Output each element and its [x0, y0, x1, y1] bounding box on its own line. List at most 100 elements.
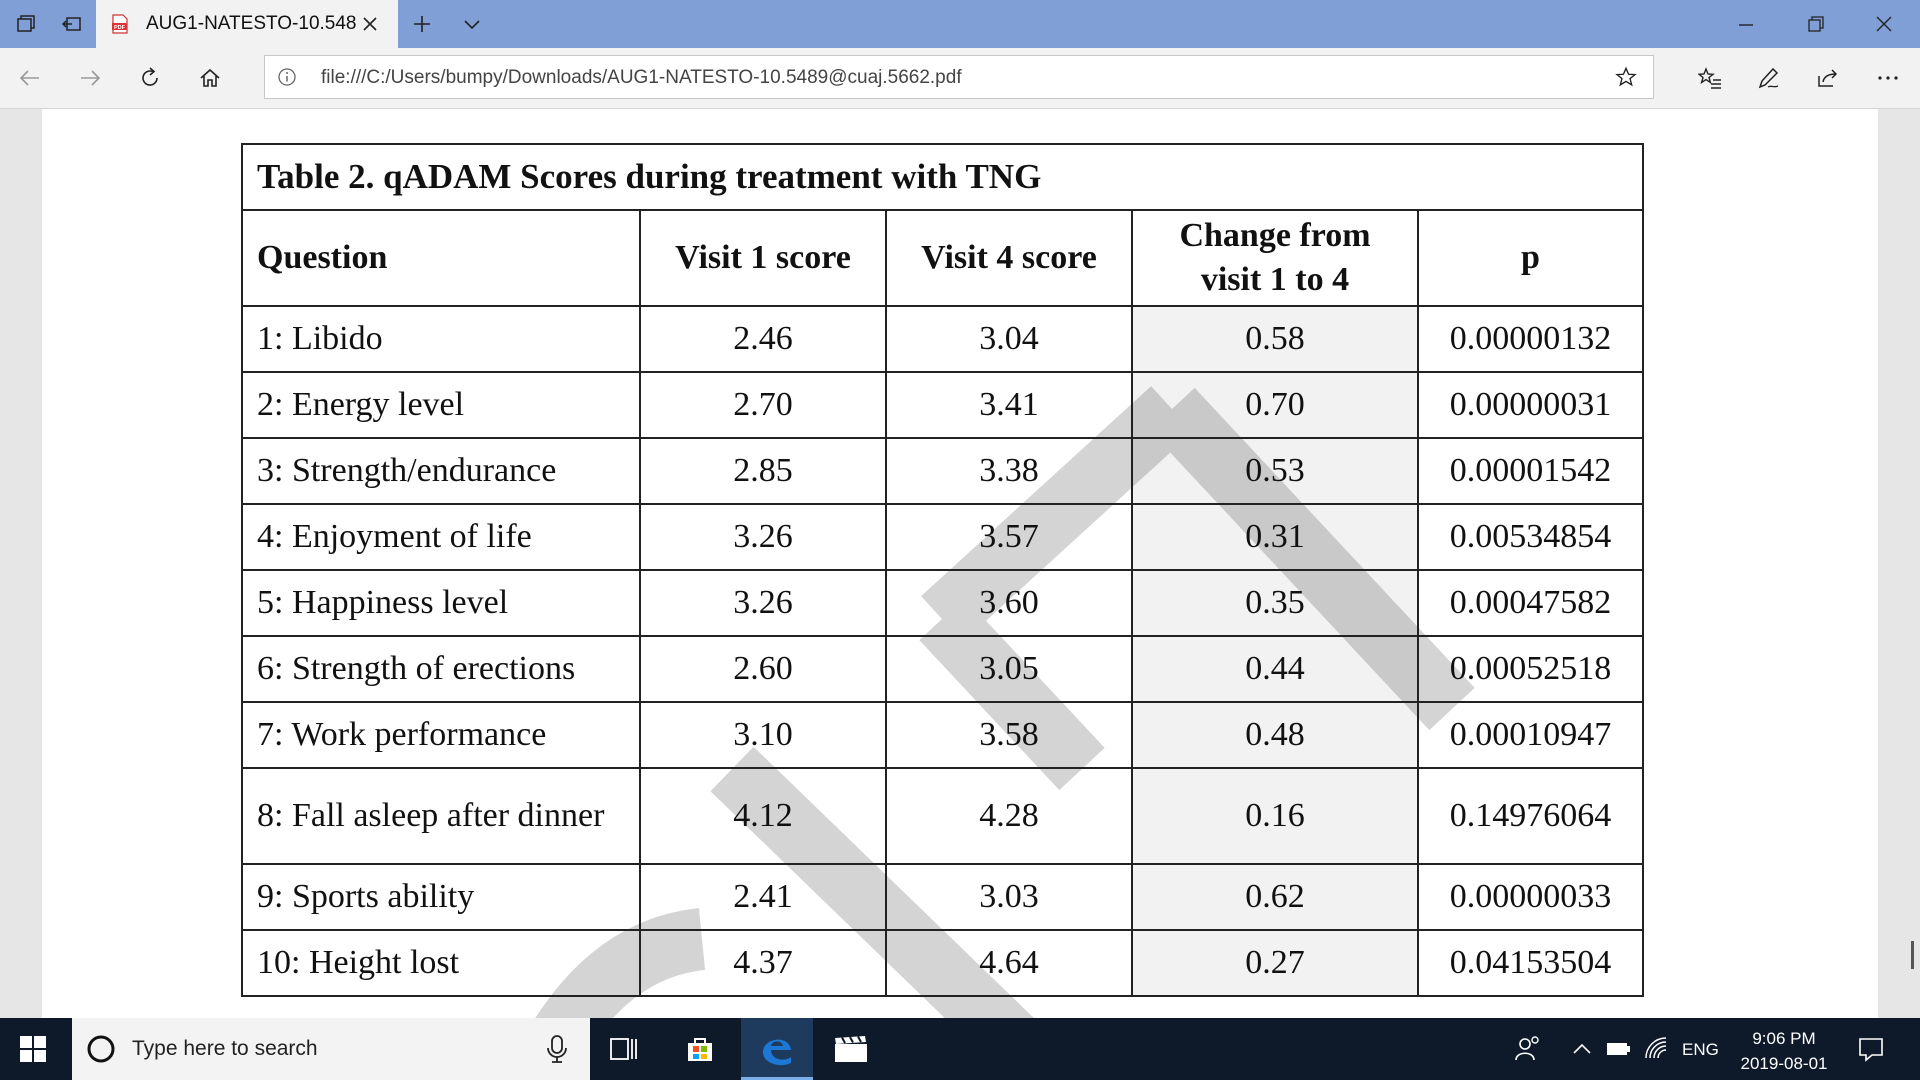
wifi-icon[interactable] — [1642, 1034, 1670, 1064]
cell-visit-4: 3.41 — [885, 371, 1133, 439]
browser-tab-active[interactable]: PDF AUG1-NATESTO-10.548 — [96, 0, 398, 48]
cell-p: 0.00000033 — [1417, 863, 1644, 931]
action-center-notification-icon[interactable] — [1856, 1034, 1886, 1064]
cell-visit-4: 4.28 — [885, 767, 1133, 865]
cell-change: 0.35 — [1131, 569, 1419, 637]
header-change: Change from visit 1 to 4 — [1131, 209, 1419, 307]
navigation-bar: file:///C:/Users/bumpy/Downloads/AUG1-NA… — [0, 48, 1920, 109]
table-row: 3: Strength/endurance 2.85 3.38 0.53 0.0… — [241, 437, 1644, 505]
set-aside-tabs-icon[interactable] — [62, 14, 82, 34]
cell-question: 1: Libido — [241, 305, 641, 373]
close-tab-icon[interactable] — [360, 14, 380, 34]
cortana-icon[interactable] — [86, 1034, 116, 1064]
browser-titlebar: PDF AUG1-NATESTO-10.548 — [0, 0, 1920, 48]
people-icon[interactable] — [1513, 1034, 1541, 1064]
more-options-icon[interactable] — [1876, 66, 1900, 90]
cell-change: 0.27 — [1131, 929, 1419, 997]
address-bar[interactable]: file:///C:/Users/bumpy/Downloads/AUG1-NA… — [264, 55, 1654, 99]
cell-visit-4: 3.60 — [885, 569, 1133, 637]
microsoft-store-icon[interactable] — [685, 1034, 715, 1064]
table-row: 10: Height lost 4.37 4.64 0.27 0.0415350… — [241, 929, 1644, 997]
favorites-hub-icon[interactable] — [1698, 66, 1722, 90]
forward-arrow-icon[interactable] — [78, 66, 102, 90]
cell-visit-4: 3.57 — [885, 503, 1133, 571]
edge-browser-icon — [763, 1039, 791, 1066]
cell-p: 0.00000132 — [1417, 305, 1644, 373]
cell-change: 0.53 — [1131, 437, 1419, 505]
tab-manager-icon[interactable] — [16, 14, 36, 34]
cell-change: 0.62 — [1131, 863, 1419, 931]
home-icon[interactable] — [198, 66, 222, 90]
cell-question: 9: Sports ability — [241, 863, 641, 931]
windows-taskbar: Type here to search ENG — [0, 1018, 1920, 1080]
search-placeholder[interactable]: Type here to search — [132, 1037, 318, 1060]
header-question: Question — [241, 209, 641, 307]
table-row: 2: Energy level 2.70 3.41 0.70 0.0000003… — [241, 371, 1644, 439]
cell-p: 0.00001542 — [1417, 437, 1644, 505]
task-view-icon[interactable] — [608, 1034, 638, 1064]
table-header-row: Question Visit 1 score Visit 4 score Cha… — [241, 209, 1644, 307]
pdf-file-icon: PDF — [112, 14, 128, 34]
cell-p: 0.04153504 — [1417, 929, 1644, 997]
table-row: 1: Libido 2.46 3.04 0.58 0.00000132 — [241, 305, 1644, 373]
restore-icon[interactable] — [1806, 14, 1826, 34]
table-row: 6: Strength of erections 2.60 3.05 0.44 … — [241, 635, 1644, 703]
cell-p: 0.14976064 — [1417, 767, 1644, 865]
cell-visit-1: 4.37 — [639, 929, 887, 997]
battery-icon[interactable] — [1604, 1034, 1632, 1064]
minimize-icon[interactable] — [1736, 14, 1756, 34]
header-visit-1: Visit 1 score — [639, 209, 887, 307]
cell-p: 0.00052518 — [1417, 635, 1644, 703]
cell-visit-1: 2.46 — [639, 305, 887, 373]
cell-visit-4: 3.05 — [885, 635, 1133, 703]
cell-visit-1: 3.26 — [639, 569, 887, 637]
tab-preview-chevron-down-icon[interactable] — [462, 14, 482, 34]
clock-time: 9:06 PM — [1752, 1029, 1816, 1048]
new-tab-icon[interactable] — [412, 14, 432, 34]
cell-visit-4: 3.38 — [885, 437, 1133, 505]
clock-date: 2019-08-01 — [1740, 1054, 1828, 1073]
favorite-star-icon[interactable] — [1615, 66, 1637, 88]
table-title: Table 2. qADAM Scores during treatment w… — [241, 143, 1644, 211]
table-row: 8: Fall asleep after dinner 4.12 4.28 0.… — [241, 767, 1644, 865]
taskbar-edge-active[interactable] — [741, 1018, 813, 1080]
share-icon[interactable] — [1816, 66, 1840, 90]
cell-question: 6: Strength of erections — [241, 635, 641, 703]
cell-visit-1: 3.26 — [639, 503, 887, 571]
windows-start-icon[interactable] — [20, 1036, 46, 1062]
close-window-icon[interactable] — [1874, 14, 1894, 34]
cell-change: 0.48 — [1131, 701, 1419, 769]
movies-tv-app-icon[interactable] — [833, 1034, 869, 1064]
info-icon[interactable] — [277, 67, 297, 87]
header-visit-4: Visit 4 score — [885, 209, 1133, 307]
pdf-viewer[interactable]: Table 2. qADAM Scores during treatment w… — [0, 109, 1920, 1018]
cell-question: 4: Enjoyment of life — [241, 503, 641, 571]
cell-change: 0.16 — [1131, 767, 1419, 865]
pdf-page: Table 2. qADAM Scores during treatment w… — [42, 109, 1878, 1018]
cell-change: 0.44 — [1131, 635, 1419, 703]
cell-p: 0.00000031 — [1417, 371, 1644, 439]
cell-visit-1: 4.12 — [639, 767, 887, 865]
show-hidden-icons-chevron-up-icon[interactable] — [1570, 1034, 1594, 1064]
cell-question: 10: Height lost — [241, 929, 641, 997]
microphone-icon[interactable] — [544, 1034, 570, 1064]
scrollbar-thumb[interactable] — [1911, 941, 1914, 969]
taskbar-clock[interactable]: 9:06 PM 2019-08-01 — [1724, 1026, 1844, 1076]
taskbar-search-box[interactable]: Type here to search — [72, 1018, 590, 1080]
cell-visit-1: 2.41 — [639, 863, 887, 931]
pen-notes-icon[interactable] — [1756, 66, 1780, 90]
cell-visit-1: 2.85 — [639, 437, 887, 505]
input-language[interactable]: ENG — [1682, 1040, 1719, 1059]
cell-visit-4: 3.04 — [885, 305, 1133, 373]
cell-question: 3: Strength/endurance — [241, 437, 641, 505]
table-row: 9: Sports ability 2.41 3.03 0.62 0.00000… — [241, 863, 1644, 931]
cell-visit-1: 3.10 — [639, 701, 887, 769]
header-p: p — [1417, 209, 1644, 307]
refresh-icon[interactable] — [138, 66, 162, 90]
pdf-favicon-label: PDF — [114, 25, 126, 31]
address-url[interactable]: file:///C:/Users/bumpy/Downloads/AUG1-NA… — [321, 67, 962, 88]
cell-visit-1: 2.60 — [639, 635, 887, 703]
cell-visit-1: 2.70 — [639, 371, 887, 439]
cell-change: 0.70 — [1131, 371, 1419, 439]
back-arrow-icon[interactable] — [18, 66, 42, 90]
